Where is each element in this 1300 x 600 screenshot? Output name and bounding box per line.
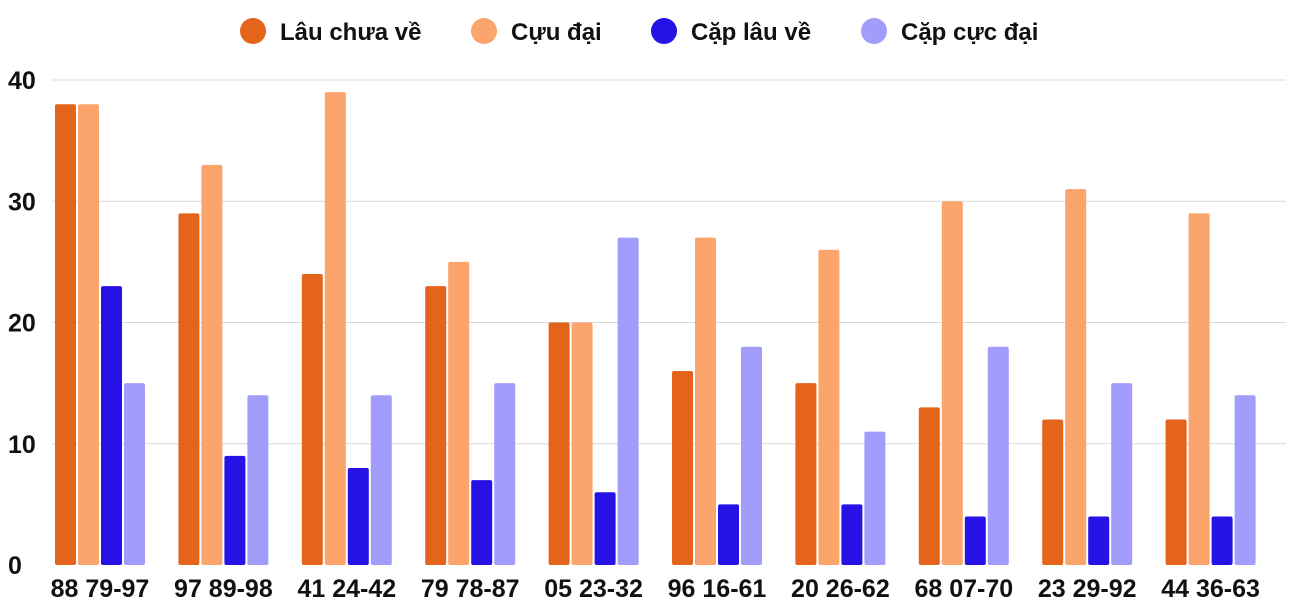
y-tick-label: 10	[8, 431, 36, 459]
bar	[1111, 383, 1133, 565]
bar	[918, 407, 940, 565]
y-axis-ticks: 0 10 20 30 40	[8, 67, 36, 580]
bar	[571, 322, 593, 565]
y-tick-label: 40	[8, 67, 36, 95]
bar	[818, 249, 840, 565]
bar	[594, 492, 616, 565]
legend-label: Cặp lâu về	[691, 19, 811, 46]
bar	[841, 504, 863, 565]
x-category-label: 79 78-87	[421, 575, 520, 600]
bar	[548, 322, 570, 565]
y-tick-label: 0	[8, 552, 22, 580]
bar	[1042, 419, 1064, 565]
x-category-label: 20 26-62	[791, 575, 890, 600]
bar	[201, 164, 223, 565]
bar	[695, 237, 716, 565]
y-tick-label: 20	[8, 310, 36, 338]
bar	[448, 261, 470, 565]
legend-label: Cặp cực đại	[901, 19, 1038, 46]
x-category-label: 44 36-63	[1161, 575, 1260, 600]
x-category-label: 23 29-92	[1038, 575, 1137, 600]
bar	[987, 346, 1009, 565]
grid-layer	[52, 79, 1286, 445]
bar	[494, 383, 516, 565]
x-category-label: 05 23-32	[544, 575, 643, 600]
legend-swatch	[240, 18, 266, 44]
bar	[1165, 419, 1187, 565]
x-axis-labels: 88 79-97 97 89-98 41 24-42 79 78-87 05 23-32…	[51, 575, 1260, 600]
x-category-label: 96 16-61	[668, 575, 767, 600]
bar	[1211, 516, 1233, 565]
bar	[672, 371, 693, 565]
bars-layer	[55, 92, 1256, 565]
legend-swatch	[861, 18, 887, 44]
bar	[55, 104, 76, 565]
x-category-label: 41 24-42	[297, 575, 396, 600]
bar	[101, 286, 122, 565]
bar	[124, 383, 145, 565]
bar	[1188, 213, 1210, 565]
bar	[864, 431, 886, 565]
y-tick-label: 30	[8, 188, 36, 216]
bar	[718, 504, 739, 565]
bar	[1065, 189, 1087, 565]
legend-label: Cựu đại	[511, 19, 602, 46]
bar	[795, 383, 817, 565]
bar	[347, 468, 369, 565]
bar	[370, 395, 392, 565]
bar	[1234, 395, 1256, 565]
bar	[471, 480, 493, 565]
bar	[941, 201, 963, 565]
bar	[964, 516, 986, 565]
x-category-label: 97 89-98	[174, 575, 273, 600]
bar	[1088, 516, 1110, 565]
bar	[617, 237, 639, 565]
legend-swatch	[471, 18, 497, 44]
legend-label: Lâu chưa về	[280, 19, 421, 46]
bar	[324, 92, 346, 565]
bar	[78, 104, 99, 565]
bar	[178, 213, 200, 565]
legend-swatch	[651, 18, 677, 44]
x-category-label: 68 07-70	[914, 575, 1013, 600]
bar	[224, 455, 246, 565]
bar	[425, 286, 447, 565]
legend: Lâu chưa về Cựu đại Cặp lâu về Cặp cực đại	[240, 18, 1038, 46]
bar	[741, 346, 762, 565]
bar	[301, 274, 323, 565]
x-category-label: 88 79-97	[51, 575, 150, 600]
bar	[247, 395, 269, 565]
